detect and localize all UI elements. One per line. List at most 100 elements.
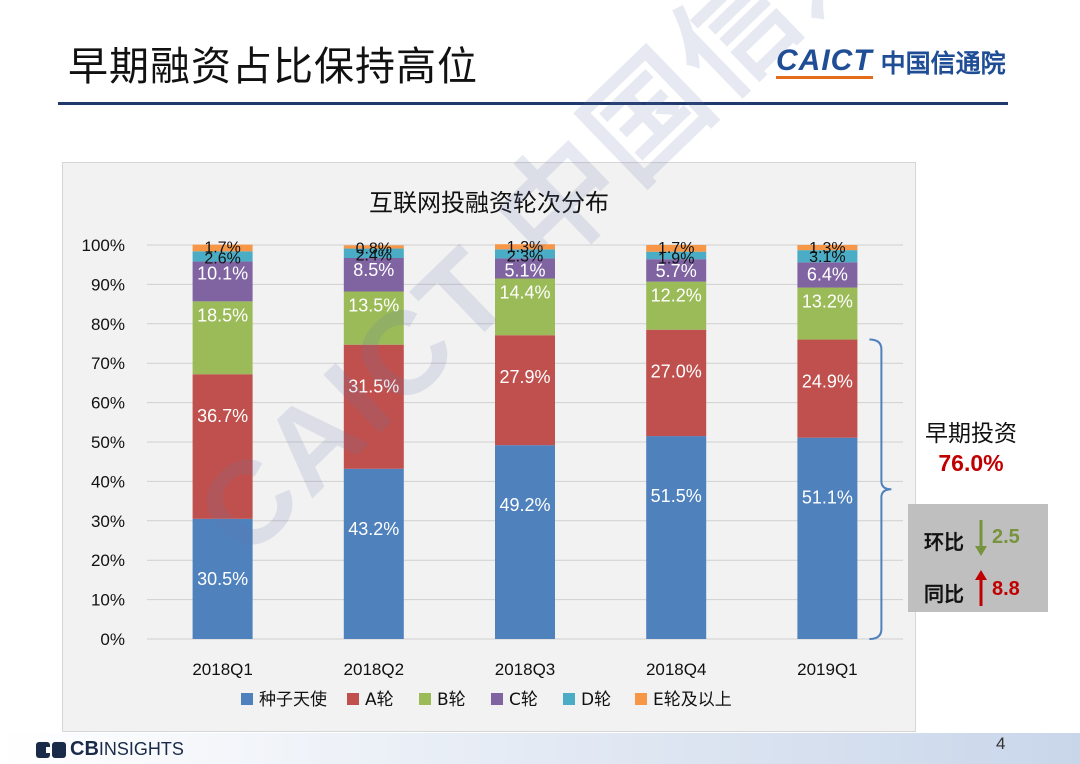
y-tick-label: 20% bbox=[91, 551, 125, 570]
bar-segment bbox=[646, 281, 707, 330]
y-tick-label: 100% bbox=[82, 236, 125, 255]
data-label: 14.4% bbox=[499, 282, 550, 302]
legend-swatch bbox=[419, 693, 431, 705]
chart-panel: 互联网投融资轮次分布 0% 10% 20% 30% 40% 50% 60% 70% 80% 90% 1… bbox=[62, 162, 916, 732]
y-tick-label: 90% bbox=[91, 275, 125, 294]
data-label: 27.0% bbox=[651, 362, 702, 382]
y-tick-label: 40% bbox=[91, 472, 125, 491]
x-tick-label: 2018Q3 bbox=[495, 660, 556, 679]
legend-label: B轮 bbox=[437, 690, 466, 710]
early-investment-value: 76.0% bbox=[938, 450, 1004, 476]
data-label: 1.7% bbox=[658, 240, 694, 257]
bar-segment bbox=[495, 249, 555, 259]
data-label: 6.4% bbox=[807, 264, 848, 284]
data-label: 1.9% bbox=[658, 251, 694, 268]
bar-segment bbox=[343, 291, 404, 345]
cb-insights-logo: CBINSIGHTS bbox=[36, 738, 184, 761]
data-label: 13.5% bbox=[348, 295, 399, 315]
bar-segment bbox=[343, 245, 404, 249]
legend-label: A轮 bbox=[365, 690, 394, 710]
legend-label: 种子天使 bbox=[259, 689, 327, 710]
data-label: 1.3% bbox=[507, 239, 543, 256]
legend-label: C轮 bbox=[509, 690, 538, 710]
cb-logo-bold: CB bbox=[70, 738, 99, 760]
bar-segment bbox=[797, 339, 858, 438]
bar-segment bbox=[495, 258, 555, 279]
data-label: 0.8% bbox=[356, 240, 392, 257]
bar-segment bbox=[343, 468, 404, 639]
data-label: 24.9% bbox=[802, 372, 853, 392]
data-label: 30.5% bbox=[197, 569, 248, 589]
data-label: 12.2% bbox=[651, 286, 702, 306]
bar-segment bbox=[192, 374, 253, 519]
bar-segment bbox=[646, 245, 707, 252]
y-tick-label: 30% bbox=[91, 512, 125, 531]
x-tick-label: 2018Q4 bbox=[646, 660, 707, 679]
up-arrow-icon bbox=[975, 570, 987, 606]
down-arrow-icon bbox=[975, 520, 987, 556]
yoy-label: 同比 bbox=[924, 582, 964, 606]
data-label: 1.3% bbox=[809, 240, 845, 257]
legend-swatch bbox=[635, 693, 647, 705]
data-label: 2.4% bbox=[356, 248, 392, 265]
data-label: 3.1% bbox=[809, 249, 845, 266]
bar-segment bbox=[495, 445, 555, 639]
legend-label: E轮及以上 bbox=[653, 690, 732, 710]
data-label: 8.5% bbox=[353, 260, 394, 280]
early-investment-callout: 早期投资 76.0% bbox=[916, 414, 1026, 477]
bar-segment bbox=[646, 259, 707, 282]
bar-segment bbox=[646, 329, 707, 437]
bar-segment bbox=[343, 344, 404, 469]
data-label: 18.5% bbox=[197, 305, 248, 325]
bar-segment bbox=[797, 437, 858, 639]
bar-segment bbox=[495, 278, 555, 336]
bar-segment bbox=[797, 250, 858, 263]
data-label: 51.1% bbox=[802, 488, 853, 508]
x-tick-label: 2018Q1 bbox=[192, 660, 253, 679]
title-divider bbox=[58, 102, 1008, 105]
data-label: 5.7% bbox=[656, 261, 697, 281]
data-label: 27.9% bbox=[499, 367, 550, 387]
mom-label: 环比 bbox=[924, 530, 964, 554]
legend-swatch bbox=[347, 693, 359, 705]
page-number: 4 bbox=[996, 734, 1006, 753]
bar-segment bbox=[797, 262, 858, 288]
y-tick-label: 70% bbox=[91, 354, 125, 373]
bar-segment bbox=[192, 261, 253, 302]
legend-swatch bbox=[241, 693, 253, 705]
caict-logo-latin: CAICT bbox=[776, 43, 873, 79]
bar-segment bbox=[343, 258, 404, 292]
bar-segment bbox=[797, 287, 858, 340]
cb-logo-rest: INSIGHTS bbox=[98, 739, 184, 759]
y-tick-label: 80% bbox=[91, 315, 125, 334]
mom-value: 2.5 bbox=[992, 526, 1020, 548]
bar-segment bbox=[797, 245, 858, 251]
cb-logo-icon bbox=[36, 741, 66, 758]
chart-title: 互联网投融资轮次分布 bbox=[369, 189, 609, 217]
legend-label: D轮 bbox=[581, 690, 611, 710]
legend-swatch bbox=[491, 693, 503, 705]
data-label: 1.7% bbox=[204, 240, 240, 257]
bar-segment bbox=[646, 251, 707, 260]
y-tick-label: 60% bbox=[91, 394, 125, 413]
bar-segment bbox=[495, 244, 555, 250]
y-tick-label: 50% bbox=[91, 433, 125, 452]
bar-segment bbox=[192, 301, 253, 375]
data-label: 43.2% bbox=[348, 519, 399, 539]
data-label: 5.1% bbox=[504, 260, 545, 280]
x-tick-label: 2019Q1 bbox=[797, 660, 858, 679]
legend-swatch bbox=[563, 693, 575, 705]
page-title: 早期融资占比保持高位 bbox=[68, 44, 478, 90]
data-label: 13.2% bbox=[802, 292, 853, 312]
bar-segment bbox=[192, 251, 253, 262]
y-tick-label: 10% bbox=[91, 591, 125, 610]
data-label: 51.5% bbox=[651, 486, 702, 506]
y-tick-label: 0% bbox=[100, 630, 125, 649]
bar-segment bbox=[343, 248, 404, 259]
stacked-bar-chart: 互联网投融资轮次分布 0% 10% 20% 30% 40% 50% 60% 70% 80% 90% 1… bbox=[82, 189, 903, 710]
caict-logo-cn: 中国信通院 bbox=[880, 49, 1006, 78]
data-label: 49.2% bbox=[499, 495, 550, 515]
caict-logo: CAICT 中国信通院 bbox=[776, 44, 1006, 80]
bar-segment bbox=[646, 436, 707, 639]
early-investment-label: 早期投资 bbox=[925, 421, 1017, 447]
